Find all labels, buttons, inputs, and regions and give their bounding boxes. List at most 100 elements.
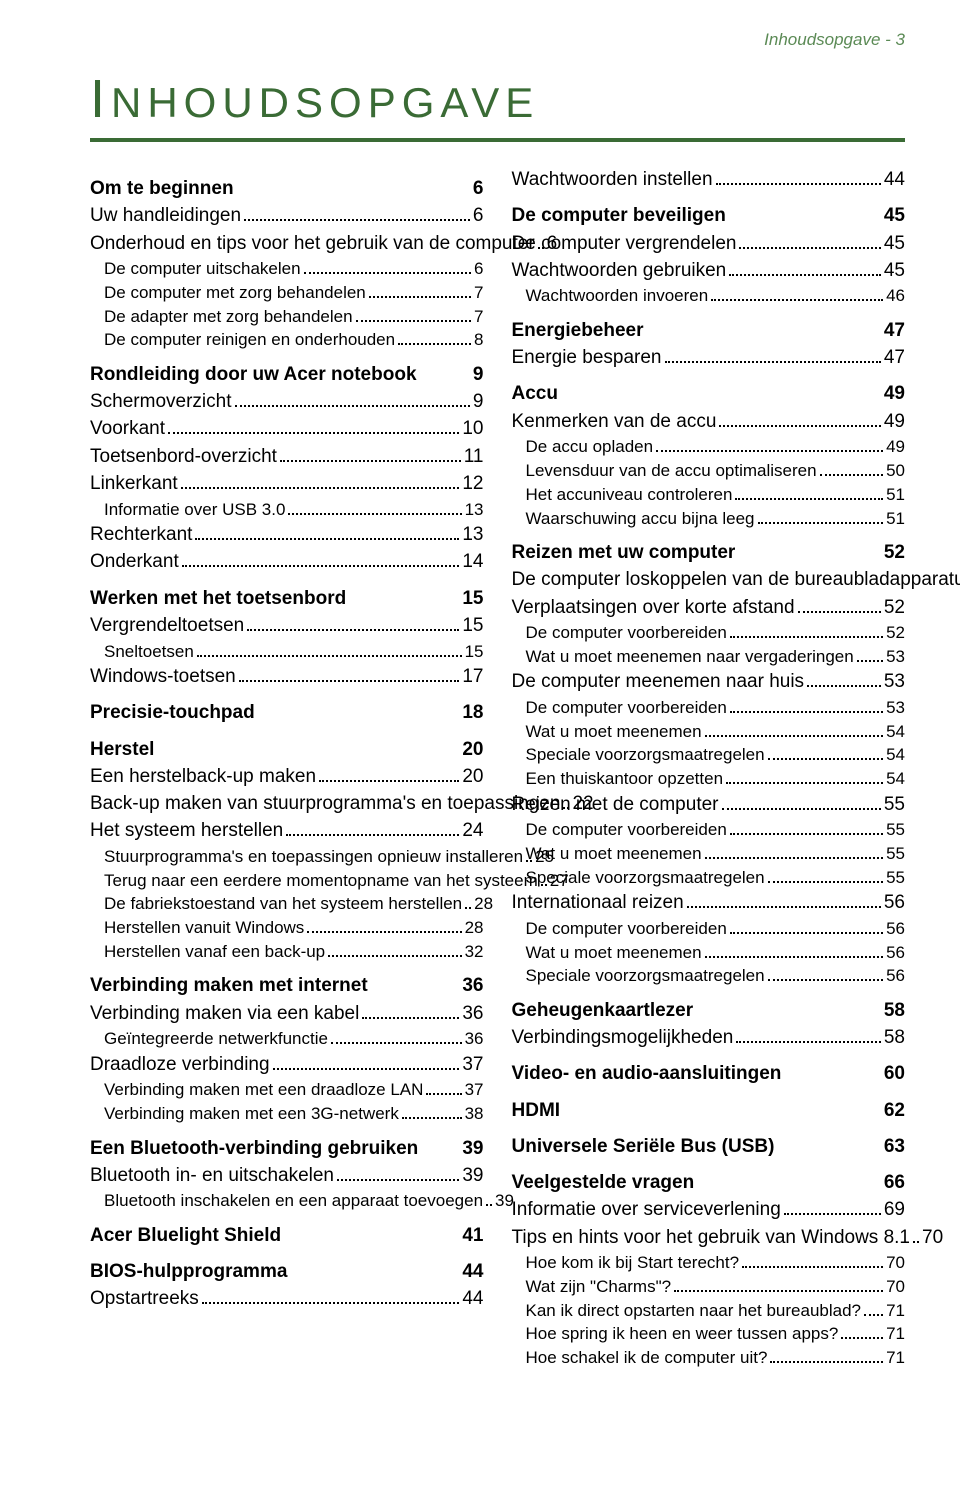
toc-entry-label: Verbinding maken met internet — [90, 973, 368, 999]
toc-entry[interactable]: De computer voorbereiden56 — [512, 917, 906, 941]
toc-entry[interactable]: Hoe kom ik bij Start terecht?70 — [512, 1251, 906, 1275]
toc-entry[interactable]: Accu49 — [512, 381, 906, 407]
toc-entry[interactable]: Werken met het toetsenbord15 — [90, 586, 484, 612]
toc-entry-page: 58 — [884, 998, 905, 1024]
toc-entry[interactable]: Het systeem herstellen24 — [90, 817, 484, 844]
toc-entry[interactable]: Back-up maken van stuurprogramma's en to… — [90, 790, 484, 817]
toc-entry[interactable]: Speciale voorzorgsmaatregelen56 — [512, 964, 906, 988]
toc-entry[interactable]: Reizen met de computer55 — [512, 791, 906, 818]
toc-entry-page: 63 — [884, 1134, 905, 1160]
toc-entry[interactable]: Onderkant14 — [90, 548, 484, 575]
toc-entry[interactable]: Verbinding maken met een 3G-netwerk38 — [90, 1102, 484, 1126]
toc-entry[interactable]: Een Bluetooth-verbinding gebruiken39 — [90, 1136, 484, 1162]
toc-entry[interactable]: De computer voorbereiden53 — [512, 696, 906, 720]
toc-entry[interactable]: Kenmerken van de accu49 — [512, 408, 906, 435]
toc-entry-label: De computer voorbereiden — [526, 818, 727, 841]
toc-entry[interactable]: De computer meenemen naar huis53 — [512, 668, 906, 695]
toc-entry[interactable]: Speciale voorzorgsmaatregelen54 — [512, 743, 906, 767]
toc-entry[interactable]: Energiebeheer47 — [512, 318, 906, 344]
toc-entry[interactable]: De fabriekstoestand van het systeem hers… — [90, 892, 484, 916]
toc-entry-label: Energie besparen — [512, 345, 662, 371]
toc-entry[interactable]: Linkerkant12 — [90, 470, 484, 497]
toc-entry[interactable]: HDMI62 — [512, 1098, 906, 1124]
toc-entry[interactable]: Windows-toetsen17 — [90, 663, 484, 690]
toc-entry[interactable]: Het accuniveau controleren51 — [512, 482, 906, 506]
toc-entry[interactable]: Veelgestelde vragen66 — [512, 1170, 906, 1196]
toc-entry[interactable]: Rondleiding door uw Acer notebook9 — [90, 362, 484, 388]
toc-entry[interactable]: Bluetooth inschakelen en een apparaat to… — [90, 1189, 484, 1213]
toc-entry[interactable]: De computer loskoppelen van de bureaubla… — [512, 566, 906, 593]
toc-entry[interactable]: Een thuiskantoor opzetten54 — [512, 767, 906, 791]
toc-entry-page: 53 — [886, 645, 905, 668]
toc-entry-page: 6 — [474, 257, 483, 280]
toc-entry[interactable]: Universele Seriële Bus (USB)63 — [512, 1134, 906, 1160]
toc-entry[interactable]: BIOS-hulpprogramma44 — [90, 1259, 484, 1285]
toc-entry[interactable]: Precisie-touchpad18 — [90, 700, 484, 726]
toc-entry[interactable]: Energie besparen47 — [512, 344, 906, 371]
toc-entry[interactable]: Verbindingsmogelijkheden58 — [512, 1024, 906, 1051]
toc-entry[interactable]: Uw handleidingen6 — [90, 202, 484, 229]
toc-entry[interactable]: Speciale voorzorgsmaatregelen55 — [512, 865, 906, 889]
toc-dots — [730, 696, 883, 713]
toc-entry[interactable]: Geheugenkaartlezer58 — [512, 998, 906, 1024]
toc-entry[interactable]: Wachtwoorden invoeren46 — [512, 284, 906, 308]
toc-entry[interactable]: Verbinding maken via een kabel36 — [90, 1000, 484, 1027]
toc-entry-label: De computer reinigen en onderhouden — [104, 328, 395, 351]
toc-entry[interactable]: Opstartreeks44 — [90, 1285, 484, 1312]
toc-entry[interactable]: Informatie over USB 3.013 — [90, 497, 484, 521]
toc-entry[interactable]: Acer Bluelight Shield41 — [90, 1223, 484, 1249]
toc-entry[interactable]: De computer uitschakelen6 — [90, 257, 484, 281]
toc-entry[interactable]: Verplaatsingen over korte afstand52 — [512, 594, 906, 621]
toc-entry[interactable]: Hoe schakel ik de computer uit?71 — [512, 1346, 906, 1370]
toc-entry[interactable]: De adapter met zorg behandelen7 — [90, 304, 484, 328]
toc-entry[interactable]: Waarschuwing accu bijna leeg51 — [512, 506, 906, 530]
toc-entry[interactable]: Stuurprogramma's en toepassingen opnieuw… — [90, 845, 484, 869]
toc-entry[interactable]: Wat u moet meenemen55 — [512, 842, 906, 866]
toc-entry-label: Reizen met de computer — [512, 792, 719, 818]
toc-entry[interactable]: Hoe spring ik heen en weer tussen apps?7… — [512, 1322, 906, 1346]
toc-entry[interactable]: Tips en hints voor het gebruik van Windo… — [512, 1223, 906, 1250]
toc-entry[interactable]: Schermoverzicht9 — [90, 388, 484, 415]
toc-entry[interactable]: Wat zijn "Charms"?70 — [512, 1275, 906, 1299]
toc-entry[interactable]: Terug naar een eerdere momentopname van … — [90, 868, 484, 892]
toc-entry[interactable]: De computer voorbereiden52 — [512, 621, 906, 645]
toc-entry[interactable]: Herstel20 — [90, 737, 484, 763]
toc-entry[interactable]: Herstellen vanuit Windows28 — [90, 916, 484, 940]
toc-entry[interactable]: Wat u moet meenemen54 — [512, 719, 906, 743]
toc-entry[interactable]: Verbinding maken met een draadloze LAN37 — [90, 1078, 484, 1102]
toc-entry-label: De computer loskoppelen van de bureaubla… — [512, 567, 960, 593]
toc-entry[interactable]: Wat u moet meenemen naar vergaderingen53 — [512, 645, 906, 669]
toc-entry[interactable]: Wachtwoorden instellen44 — [512, 166, 906, 193]
toc-entry[interactable]: De computer voorbereiden55 — [512, 818, 906, 842]
toc-entry[interactable]: Om te beginnen6 — [90, 176, 484, 202]
toc-entry[interactable]: Draadloze verbinding37 — [90, 1051, 484, 1078]
page-header: Inhoudsopgave - 3 — [90, 30, 905, 50]
toc-entry[interactable]: De computer beveiligen45 — [512, 203, 906, 229]
toc-entry[interactable]: Wat u moet meenemen56 — [512, 940, 906, 964]
toc-entry[interactable]: Levensduur van de accu optimaliseren50 — [512, 459, 906, 483]
toc-entry[interactable]: Een herstelback-up maken20 — [90, 763, 484, 790]
toc-entry[interactable]: Toetsenbord-overzicht11 — [90, 443, 484, 470]
toc-entry[interactable]: Vergrendeltoetsen15 — [90, 612, 484, 639]
toc-entry[interactable]: Voorkant10 — [90, 415, 484, 442]
toc-entry[interactable]: Kan ik direct opstarten naar het bureaub… — [512, 1298, 906, 1322]
toc-entry[interactable]: Bluetooth in- en uitschakelen39 — [90, 1162, 484, 1189]
toc-entry[interactable]: De computer vergrendelen45 — [512, 230, 906, 257]
toc-entry[interactable]: Verbinding maken met internet36 — [90, 973, 484, 999]
toc-entry[interactable]: Internationaal reizen56 — [512, 889, 906, 916]
toc-entry-label: Accu — [512, 381, 558, 407]
toc-entry[interactable]: Wachtwoorden gebruiken45 — [512, 257, 906, 284]
toc-entry[interactable]: Reizen met uw computer52 — [512, 540, 906, 566]
toc-entry[interactable]: Video- en audio-aansluitingen60 — [512, 1061, 906, 1087]
toc-entry[interactable]: Geïntegreerde netwerkfunctie36 — [90, 1027, 484, 1051]
toc-entry[interactable]: De computer reinigen en onderhouden8 — [90, 328, 484, 352]
toc-dots — [328, 940, 461, 957]
toc-entry[interactable]: Herstellen vanaf een back-up32 — [90, 940, 484, 964]
toc-entry-label: Wat u moet meenemen — [526, 941, 702, 964]
toc-entry[interactable]: De accu opladen49 — [512, 435, 906, 459]
toc-entry[interactable]: Onderhoud en tips voor het gebruik van d… — [90, 230, 484, 257]
toc-entry[interactable]: Sneltoetsen15 — [90, 639, 484, 663]
toc-entry[interactable]: Rechterkant13 — [90, 521, 484, 548]
toc-entry[interactable]: Informatie over serviceverlening69 — [512, 1196, 906, 1223]
toc-entry[interactable]: De computer met zorg behandelen7 — [90, 281, 484, 305]
